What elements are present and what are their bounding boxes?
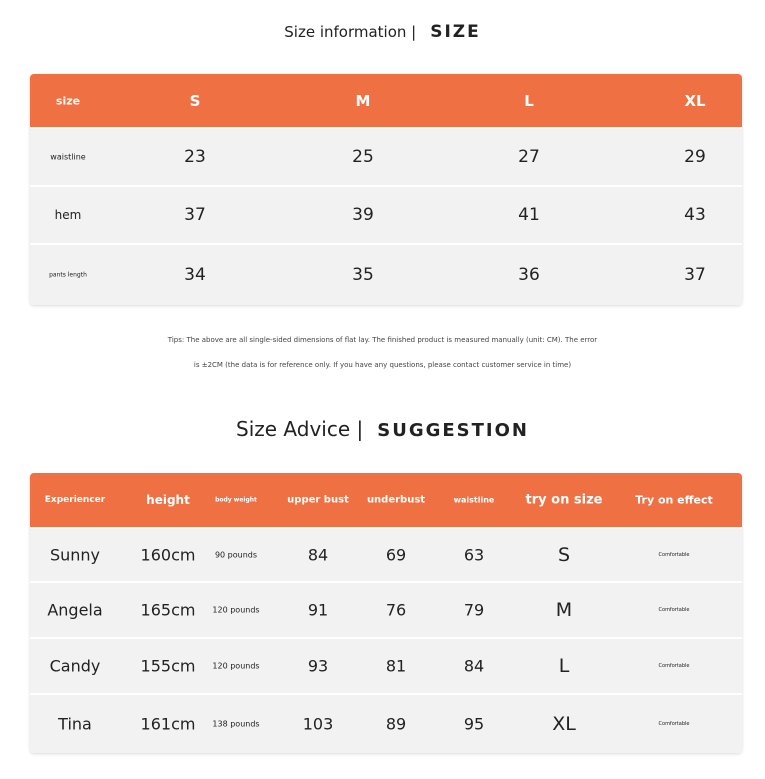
table-cell: Comfortable	[658, 663, 690, 669]
table-cell: Sunny	[49, 545, 101, 565]
table-cell: 155cm	[140, 656, 196, 676]
table-cell: 120 pounds	[212, 605, 260, 615]
table-cell: 138 pounds	[212, 719, 260, 729]
header-cell: L	[524, 91, 534, 110]
table-cell: L	[558, 655, 570, 677]
table-row: pants length 34 35 36 37	[30, 243, 742, 305]
table-header: Experiencer height body weight upper bust un…	[30, 473, 742, 527]
tips-line-1: Tips: The above are all single-sided dim…	[167, 336, 598, 344]
table-row: Angela 165cm 120 pounds 91 76 79 M Comfortable	[30, 581, 742, 637]
table-cell: 37	[184, 205, 206, 225]
table-cell: 27	[518, 147, 540, 167]
header-cell: Experiencer	[44, 495, 106, 505]
size-info-title: Size information | SIZE	[284, 22, 481, 42]
table-cell: 76	[385, 600, 407, 620]
table-cell: 90 pounds	[214, 550, 258, 560]
table-row: Tina 161cm 138 pounds 103 89 95 XL Comfortable	[30, 693, 742, 753]
table-cell: S	[557, 544, 571, 566]
header-cell: size	[55, 94, 81, 107]
table-cell: 84	[463, 656, 485, 676]
table-cell: Candy	[49, 656, 101, 676]
table-cell: waistline	[50, 152, 86, 162]
table-cell: Angela	[47, 600, 103, 620]
table-cell: 23	[184, 147, 206, 167]
table-cell: 37	[684, 265, 706, 285]
table-cell: Comfortable	[658, 607, 690, 613]
header-cell: Try on effect	[635, 493, 713, 507]
table-cell: 69	[385, 545, 407, 565]
header-cell: XL	[684, 91, 706, 110]
table-cell: 39	[352, 205, 374, 225]
table-cell: M	[555, 599, 573, 621]
table-cell: 84	[307, 545, 329, 565]
table-cell: 93	[307, 656, 329, 676]
table-cell: 36	[518, 265, 540, 285]
table-cell: 161cm	[140, 714, 196, 734]
table-cell: Comfortable	[658, 721, 690, 727]
header-cell: upper bust	[287, 494, 349, 506]
table-cell: 25	[352, 147, 374, 167]
table-cell: 29	[684, 147, 706, 167]
advice-table: Experiencer height body weight upper bust un…	[30, 473, 742, 753]
table-cell: 89	[385, 714, 407, 734]
table-row: Candy 155cm 120 pounds 93 81 84 L Comfortable	[30, 637, 742, 693]
table-cell: 35	[352, 265, 374, 285]
size-advice-title: Size Advice | SUGGESTION	[236, 417, 529, 441]
table-cell: 34	[184, 265, 206, 285]
header-cell: height	[146, 493, 190, 507]
table-cell: 95	[463, 714, 485, 734]
table-cell: 120 pounds	[212, 661, 260, 671]
table-cell: pants length	[49, 271, 87, 279]
table-cell: 63	[463, 545, 485, 565]
tips-line-2: is ±2CM (the data is for reference only.…	[193, 361, 572, 369]
header-cell: body weight	[215, 496, 257, 504]
table-cell: Comfortable	[658, 552, 690, 558]
table-cell: Tina	[58, 714, 92, 734]
header-cell: underbust	[366, 494, 426, 506]
header-cell: S	[189, 91, 201, 110]
table-row: hem 37 39 41 43	[30, 185, 742, 243]
table-cell: 91	[307, 600, 329, 620]
table-cell: 160cm	[140, 545, 196, 565]
table-row: Sunny 160cm 90 pounds 84 69 63 S Comfortable	[30, 527, 742, 581]
table-cell: hem	[54, 208, 82, 222]
table-cell: 43	[684, 205, 706, 225]
table-cell: 81	[385, 656, 407, 676]
header-cell: M	[355, 91, 371, 110]
table-cell: XL	[552, 713, 576, 735]
table-cell: 79	[463, 600, 485, 620]
table-cell: 103	[302, 714, 334, 734]
size-table: size S M L XL waistline 23 25 27 29 hem 37 39 41 43 pan…	[30, 74, 742, 305]
table-cell: 165cm	[140, 600, 196, 620]
table-header: size S M L XL	[30, 74, 742, 127]
table-row: waistline 23 25 27 29	[30, 127, 742, 185]
header-cell: try on size	[525, 492, 603, 508]
table-cell: 41	[518, 205, 540, 225]
header-cell: waistline	[453, 495, 495, 505]
